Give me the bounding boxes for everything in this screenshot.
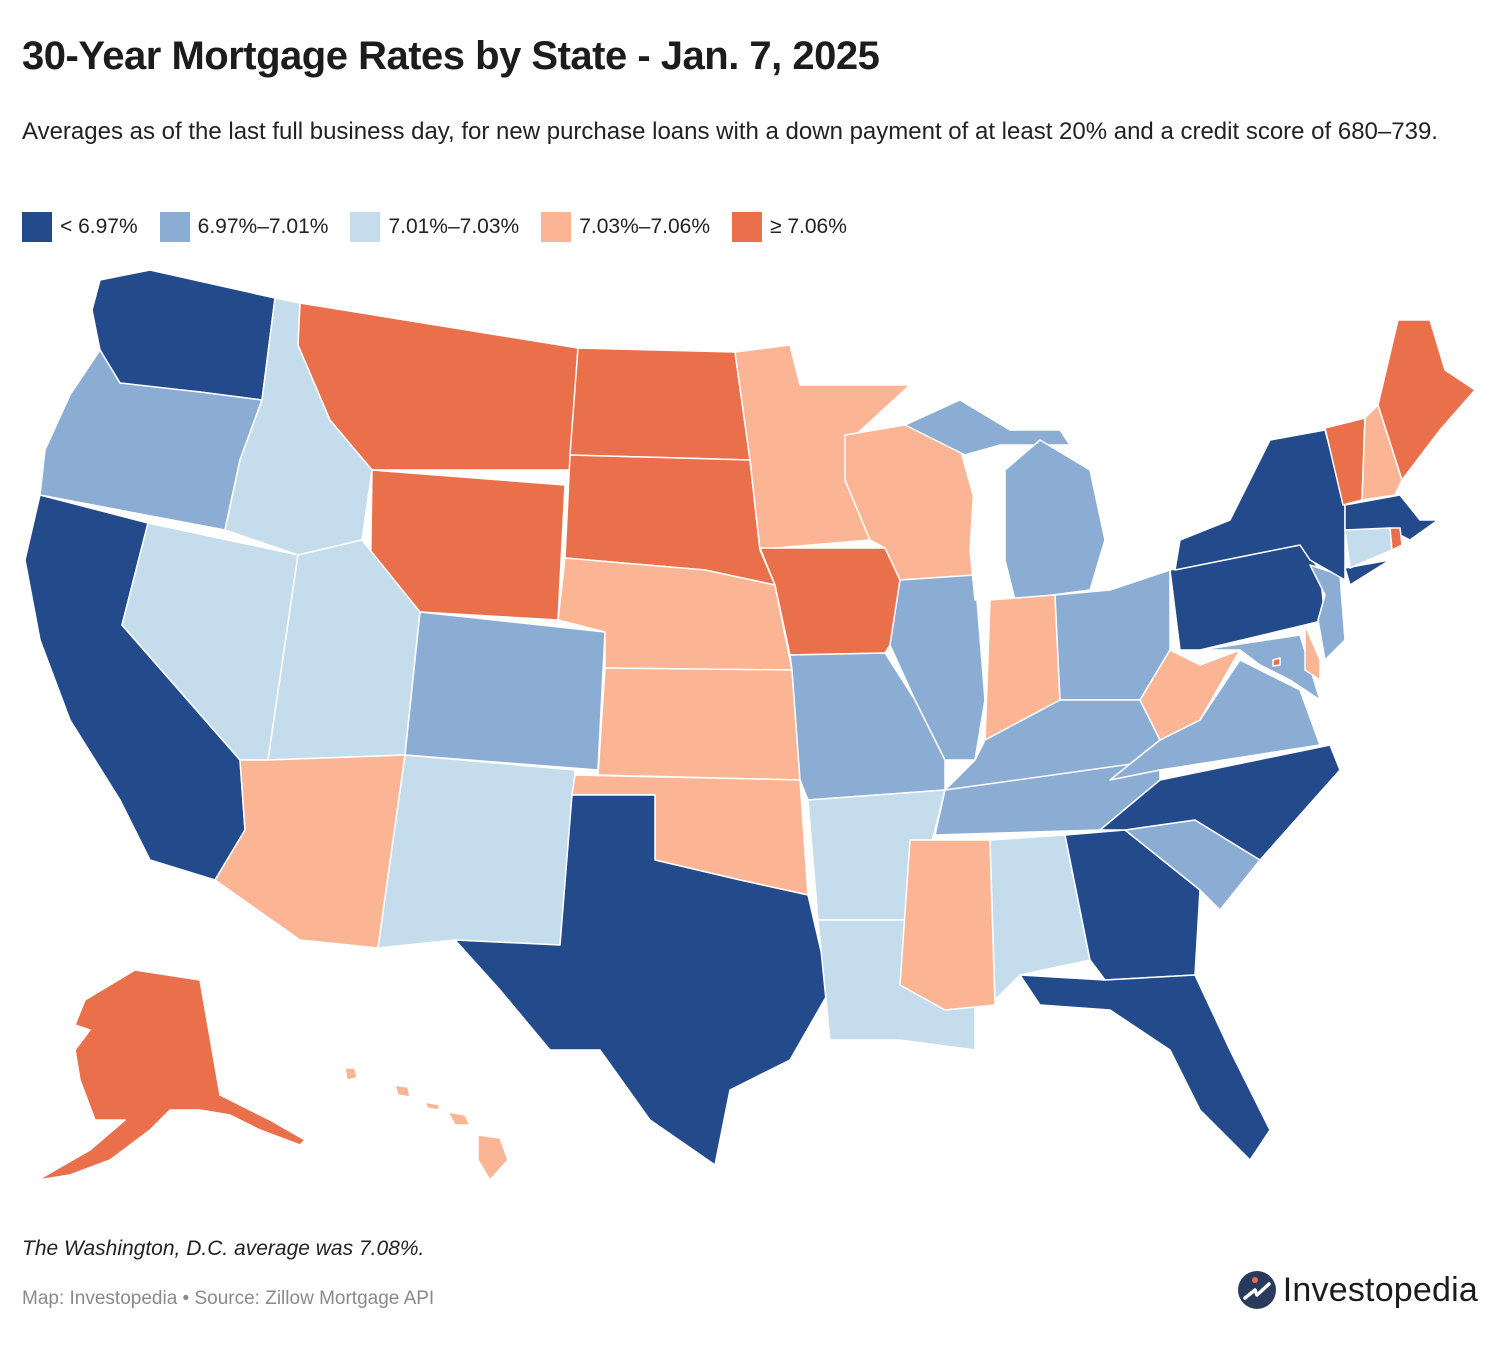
- legend-swatch: [541, 212, 572, 242]
- lake-michigan: [969, 454, 1001, 601]
- legend: < 6.97% 6.97%–7.01% 7.01%–7.03% 7.03%–7.…: [22, 212, 869, 242]
- state-ND: [569, 347, 751, 461]
- state-AK: [37, 969, 306, 1181]
- legend-label: 6.97%–7.01%: [197, 215, 329, 238]
- state-ME: [1377, 319, 1476, 481]
- state-KS: [597, 667, 801, 781]
- logo-text: Investopedia: [1282, 1270, 1478, 1309]
- state-NC: [1099, 744, 1341, 861]
- dc-note: The Washington, D.C. average was 7.08%.: [22, 1237, 425, 1260]
- legend-label: < 6.97%: [60, 215, 138, 238]
- state-NM: [377, 754, 576, 949]
- legend-item-7-03-7-06: 7.03%–7.06%: [541, 212, 710, 242]
- legend-item-gte-7-06: ≥ 7.06%: [732, 212, 847, 242]
- state-RI: [1389, 527, 1403, 551]
- investopedia-logo: Investopedia: [1237, 1270, 1478, 1310]
- state-WA: [91, 269, 276, 401]
- state-MS: [899, 839, 996, 1011]
- source-credit: Map: Investopedia • Source: Zillow Mortg…: [22, 1288, 435, 1309]
- us-choropleth-map: [24, 269, 1476, 1181]
- legend-item-lt-6-97: < 6.97%: [22, 212, 138, 242]
- chart-title: 30-Year Mortgage Rates by State - Jan. 7…: [22, 34, 880, 78]
- state-FL: [1019, 974, 1271, 1161]
- chart-subtitle: Averages as of the last full business da…: [22, 118, 1438, 145]
- state-MD: [1199, 634, 1321, 701]
- state-NY: [1174, 429, 1346, 581]
- state-NY-LI: [1344, 559, 1391, 586]
- state-DE: [1304, 624, 1321, 681]
- state-AL: [989, 834, 1091, 1001]
- investopedia-logo-icon: [1237, 1271, 1276, 1309]
- legend-item-7-01-7-03: 7.01%–7.03%: [350, 212, 519, 242]
- state-CO: [404, 611, 606, 771]
- legend-swatch: [22, 212, 52, 242]
- legend-label: 7.01%–7.03%: [388, 215, 520, 238]
- state-MI: [1004, 439, 1106, 601]
- legend-swatch: [159, 212, 190, 242]
- state-NH: [1361, 404, 1403, 501]
- legend-label: ≥ 7.06%: [770, 215, 847, 238]
- state-HI: [344, 1067, 509, 1181]
- state-DC: [1272, 657, 1281, 667]
- legend-label: 7.03%–7.06%: [579, 215, 710, 238]
- legend-item-6-97-7-01: 6.97%–7.01%: [159, 212, 329, 242]
- state-MI-UP: [904, 399, 1071, 456]
- legend-swatch: [350, 212, 381, 242]
- state-AZ: [214, 754, 406, 949]
- legend-swatch: [732, 212, 762, 242]
- state-TX: [454, 794, 831, 1166]
